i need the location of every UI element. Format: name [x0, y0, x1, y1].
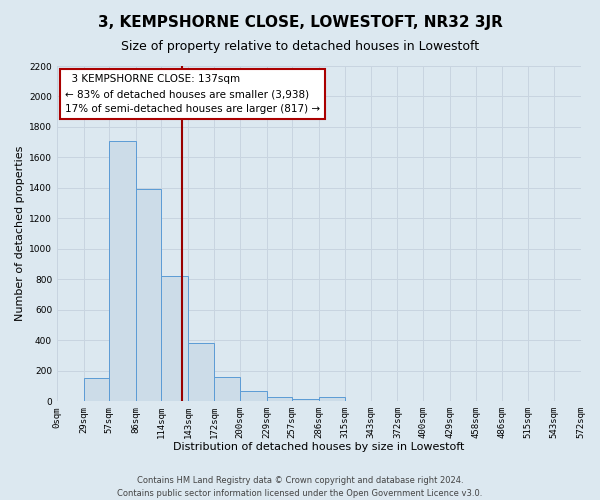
Bar [240, 392, 266, 401]
Bar [161, 276, 188, 401]
Bar [214, 377, 240, 401]
Bar [136, 190, 161, 401]
Bar [292, 399, 319, 401]
Text: 3, KEMPSHORNE CLOSE, LOWESTOFT, NR32 3JR: 3, KEMPSHORNE CLOSE, LOWESTOFT, NR32 3JR [98, 15, 502, 30]
Y-axis label: Number of detached properties: Number of detached properties [15, 146, 25, 322]
Bar [319, 398, 346, 401]
Bar [83, 378, 109, 401]
Bar [109, 140, 136, 401]
X-axis label: Distribution of detached houses by size in Lowestoft: Distribution of detached houses by size … [173, 442, 464, 452]
Text: Contains HM Land Registry data © Crown copyright and database right 2024.
Contai: Contains HM Land Registry data © Crown c… [118, 476, 482, 498]
Bar [188, 342, 214, 401]
Text: 3 KEMPSHORNE CLOSE: 137sqm
← 83% of detached houses are smaller (3,938)
17% of s: 3 KEMPSHORNE CLOSE: 137sqm ← 83% of deta… [65, 74, 320, 114]
Bar [266, 398, 292, 401]
Text: Size of property relative to detached houses in Lowestoft: Size of property relative to detached ho… [121, 40, 479, 53]
